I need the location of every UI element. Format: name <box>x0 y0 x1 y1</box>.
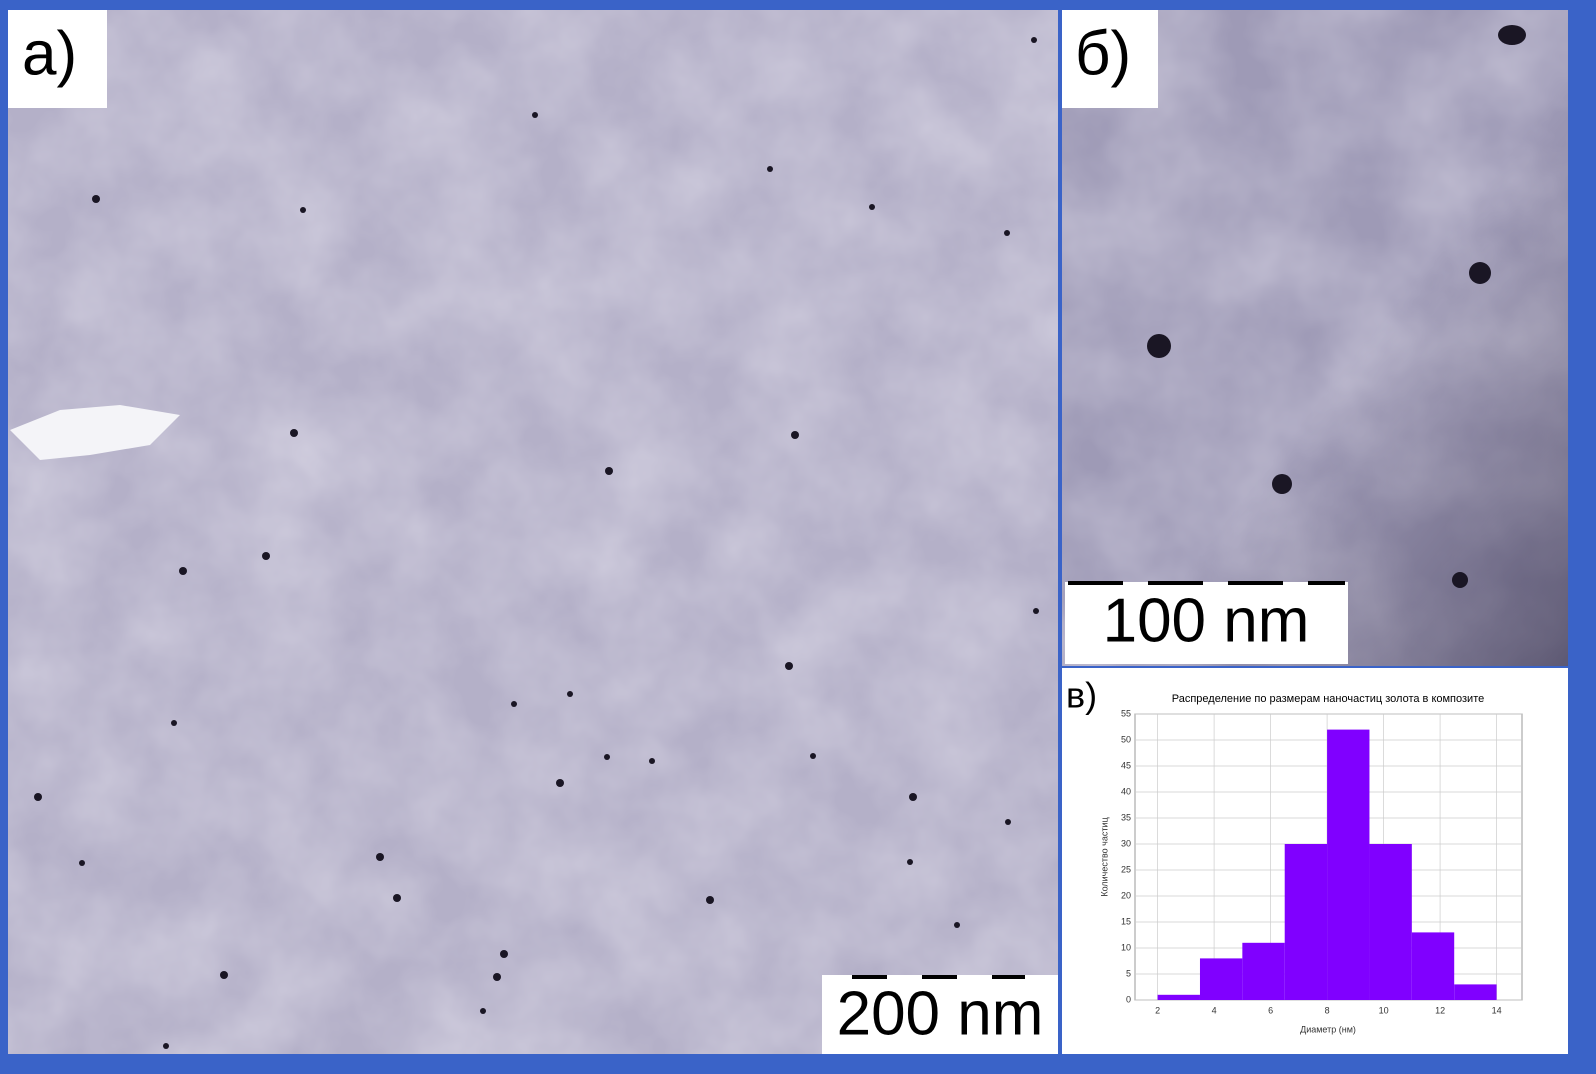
particle <box>791 431 799 439</box>
y-tick-label: 40 <box>1121 786 1131 796</box>
y-axis-label: Количество частиц <box>1099 817 1109 896</box>
x-tick-label: 14 <box>1492 1005 1502 1015</box>
particle <box>376 853 384 861</box>
panel-a-texture <box>8 10 1058 1054</box>
bar <box>1411 932 1455 1000</box>
x-tick-label: 10 <box>1379 1005 1389 1015</box>
particle <box>79 860 85 866</box>
y-tick-label: 35 <box>1121 812 1131 822</box>
particle <box>767 166 773 172</box>
bar <box>1369 844 1412 1000</box>
y-tick-label: 10 <box>1121 942 1131 952</box>
particle <box>907 859 913 865</box>
x-tick-label: 2 <box>1155 1005 1160 1015</box>
particle <box>171 720 177 726</box>
panel-label: б) <box>1075 19 1131 88</box>
particle <box>785 662 793 670</box>
x-tick-label: 12 <box>1435 1005 1445 1015</box>
particle <box>1498 25 1526 45</box>
hole <box>10 405 180 460</box>
particle <box>1004 230 1010 236</box>
chart-title: Распределение по размерам наночастиц зол… <box>1172 693 1484 705</box>
x-axis-label: Диаметр (нм) <box>1300 1024 1356 1034</box>
particle <box>1452 572 1468 588</box>
bar <box>1454 984 1497 1000</box>
particle <box>179 567 187 575</box>
scale-box <box>822 975 1058 1054</box>
bar <box>1327 729 1370 1000</box>
particle <box>1005 819 1011 825</box>
particle <box>954 922 960 928</box>
particle <box>393 894 401 902</box>
y-tick-label: 0 <box>1126 994 1131 1004</box>
y-tick-label: 45 <box>1121 760 1131 770</box>
particle <box>1272 474 1292 494</box>
scale-label: 100 nm <box>1103 586 1310 655</box>
panel-label: в) <box>1066 675 1097 716</box>
particle <box>300 207 306 213</box>
particle <box>869 204 875 210</box>
label-box <box>1062 10 1158 108</box>
particles-b <box>1147 25 1526 588</box>
bar <box>1157 994 1200 1000</box>
x-tick-label: 8 <box>1325 1005 1330 1015</box>
particle <box>909 793 917 801</box>
particle <box>493 973 501 981</box>
particle <box>1031 37 1037 43</box>
particle <box>163 1043 169 1049</box>
particle <box>649 758 655 764</box>
y-tick-label: 30 <box>1121 838 1131 848</box>
scale-label: 200 nm <box>837 979 1044 1048</box>
particle <box>556 779 564 787</box>
particle <box>92 195 100 203</box>
particle <box>567 691 573 697</box>
y-tick-label: 55 <box>1121 708 1131 718</box>
particle <box>500 950 508 958</box>
x-tick-label: 4 <box>1212 1005 1217 1015</box>
bar <box>1242 942 1285 1000</box>
bar <box>1284 844 1328 1000</box>
label-box <box>8 10 107 108</box>
particle <box>220 971 228 979</box>
particle <box>511 701 517 707</box>
particle <box>480 1008 486 1014</box>
scale-box <box>1065 582 1348 664</box>
x-tick-label: 6 <box>1268 1005 1273 1015</box>
particle <box>532 112 538 118</box>
y-tick-label: 50 <box>1121 734 1131 744</box>
particle <box>290 429 298 437</box>
particle <box>1469 262 1491 284</box>
particle <box>706 896 714 904</box>
panel-b-shade <box>1062 10 1568 666</box>
y-tick-label: 25 <box>1121 864 1131 874</box>
y-tick-label: 15 <box>1121 916 1131 926</box>
y-tick-label: 20 <box>1121 890 1131 900</box>
particle <box>604 754 610 760</box>
bar <box>1199 958 1243 1000</box>
particle <box>605 467 613 475</box>
particle <box>810 753 816 759</box>
particle <box>262 552 270 560</box>
y-tick-label: 5 <box>1126 968 1131 978</box>
panel-label: а) <box>22 19 77 88</box>
plot: 0 5 10 15 20 25 30 35 40 45 50 55 2 4 6 8 10 12 14 <box>1121 708 1523 1015</box>
particle <box>1033 608 1039 614</box>
particle <box>1147 334 1171 358</box>
particles-a <box>34 37 1039 1049</box>
particle <box>34 793 42 801</box>
